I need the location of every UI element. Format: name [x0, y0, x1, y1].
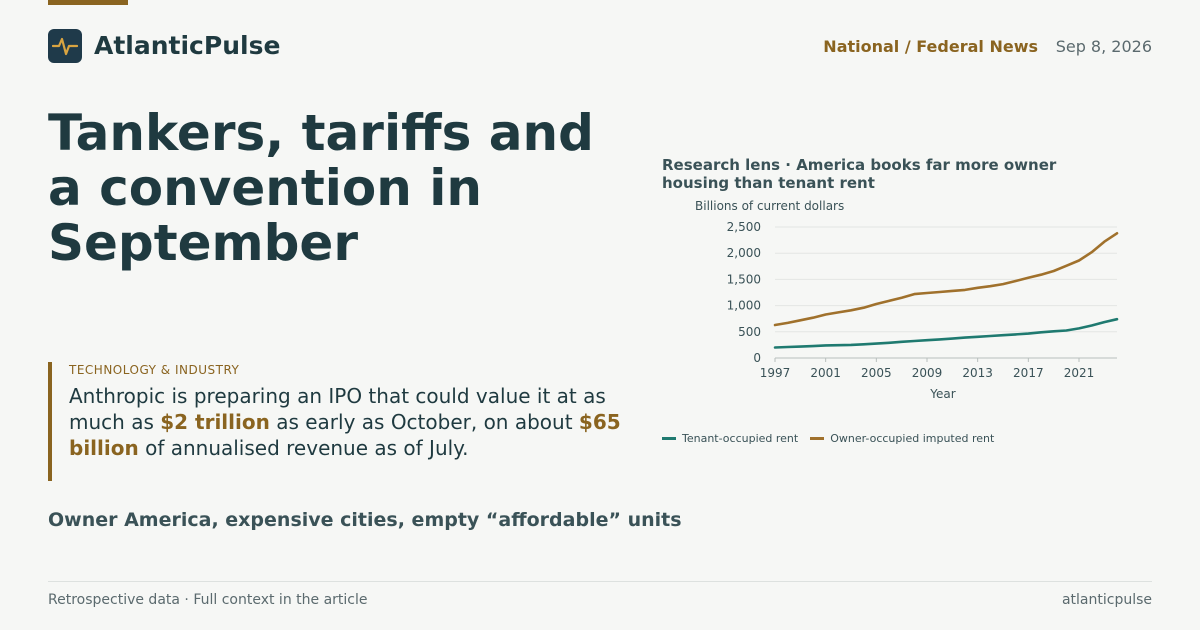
x-tick-label: 2013 [962, 366, 993, 380]
callout-highlight: $2 trillion [160, 410, 270, 434]
chart-title: Research lens · America books far more o… [662, 156, 1057, 192]
line-chart: 0 500 1,000 1,500 2,000 2,500 1997 2001 2005 2009… [695, 199, 1119, 401]
legend-item-tenant: Tenant-occupied rent [662, 432, 798, 445]
legend-label: Tenant-occupied rent [682, 432, 799, 445]
footer-note: Retrospective data · Full context in the… [48, 592, 368, 608]
callout-text-part: as early as October, on about [269, 410, 579, 434]
x-tick-label: 2009 [912, 366, 943, 380]
callout-kicker: TECHNOLOGY & INDUSTRY [69, 363, 240, 377]
x-tick-label: 2017 [1013, 366, 1044, 380]
x-tick-label: 2021 [1064, 366, 1095, 380]
y-tick-label: 1,500 [727, 272, 761, 286]
x-tick-label: 2005 [861, 366, 892, 380]
y-tick-label: 2,500 [727, 220, 761, 234]
y-tick-label: 0 [753, 351, 761, 365]
x-tick-label: 2001 [810, 366, 841, 380]
y-tick-label: 1,000 [727, 299, 761, 313]
series-line-tenant [773, 317, 1119, 349]
series-line-owner [773, 231, 1119, 327]
publish-date: Sep 8, 2026 [1055, 37, 1152, 56]
footer-site[interactable]: atlanticpulse [1061, 592, 1152, 608]
callout-text: Anthropic is preparing an IPO that could… [69, 383, 628, 461]
footer-divider [48, 581, 1152, 582]
chart-legend: Tenant-occupied rent Owner-occupied impu… [662, 432, 994, 445]
legend-item-owner: Owner-occupied imputed rent [810, 432, 994, 445]
x-axis-label: Year [929, 387, 955, 401]
brand-name[interactable]: AtlanticPulse [94, 31, 281, 60]
callout-text-part: Anthropic is preparing an IPO that could… [69, 384, 606, 434]
chart-unit-label: Billions of current dollars [695, 199, 844, 213]
x-tick-label: 1997 [760, 366, 791, 380]
callout-highlight: $65 billion [69, 410, 621, 460]
callout-text-part: of annualised revenue as of July. [138, 436, 469, 460]
legend-label: Owner-occupied imputed rent [830, 432, 995, 445]
legend-swatch [662, 437, 676, 440]
section-link[interactable]: National / Federal News [823, 37, 1038, 56]
y-tick-label: 500 [738, 325, 761, 339]
accent-bar [48, 0, 128, 5]
legend-swatch [810, 437, 825, 440]
page-title: Tankers, tariffs and a convention in Sep… [48, 104, 594, 272]
related-headline[interactable]: Owner America, expensive cities, empty “… [48, 509, 682, 531]
callout-box: TECHNOLOGY & INDUSTRY Anthropic is prepa… [48, 362, 628, 481]
y-tick-label: 2,000 [727, 246, 761, 260]
pulse-icon[interactable] [48, 29, 82, 63]
